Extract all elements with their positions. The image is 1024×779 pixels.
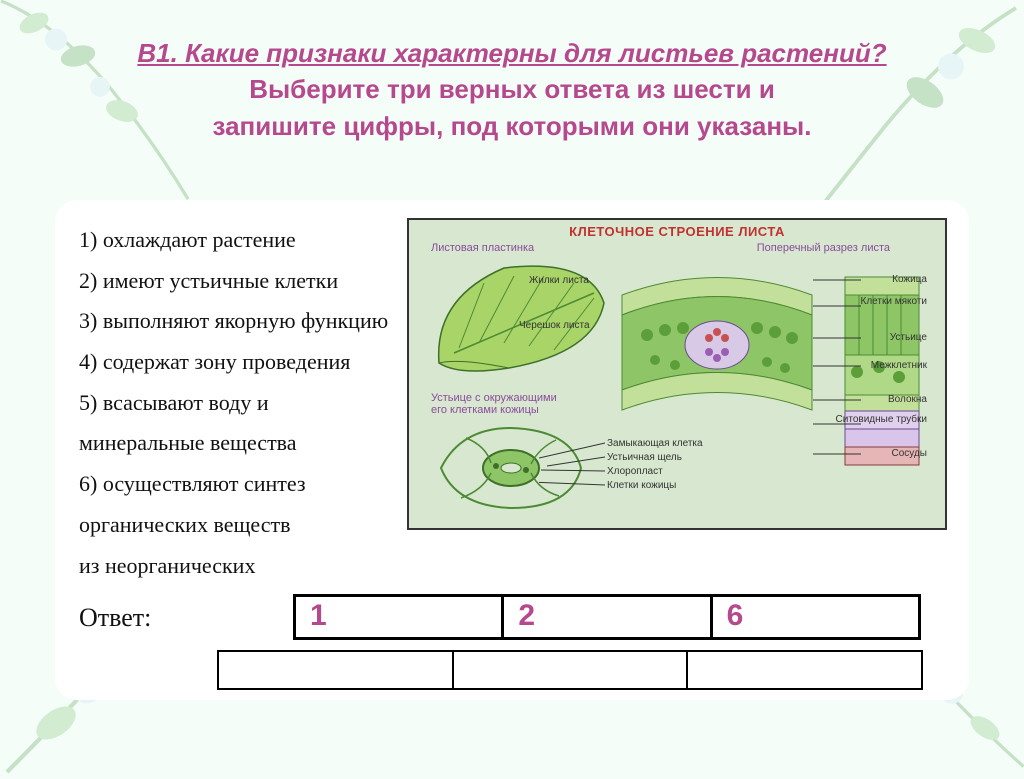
label-chloroplast: Хлоропласт (607, 466, 663, 477)
label-cross-title: Поперечный разрез листа (757, 242, 890, 254)
label-ust-shel: Устьичная щель (607, 452, 682, 463)
answer-cell-2: 2 (504, 597, 712, 637)
label-petiole: Черешок листа (519, 320, 590, 331)
empty-cell-1 (219, 652, 454, 688)
label-kletki-kozh: Клетки кожицы (607, 480, 676, 491)
title-block: В1. Какие признаки характерны для листье… (80, 35, 944, 144)
option-6c: из неорганических (79, 546, 945, 587)
label-veins: Жилки листа (529, 275, 589, 286)
label-leaf-plate: Листовая пластинка (431, 242, 534, 254)
stoma-label-lines (539, 438, 609, 498)
label-volokna: Волокна (888, 394, 927, 405)
leaf-diagram: КЛЕТОЧНОЕ СТРОЕНИЕ ЛИСТА Листовая пласти… (407, 218, 947, 530)
empty-cell-2 (454, 652, 689, 688)
answer-table-empty (217, 650, 923, 690)
label-zamyk: Замыкающая клетка (607, 438, 703, 449)
label-stoma-2: его клетками кожицы (431, 404, 539, 416)
answer-table-filled: 1 2 6 (293, 594, 921, 640)
label-stoma-1: Устьице с окружающими (431, 392, 557, 404)
answer-cell-1: 1 (296, 597, 504, 637)
subtitle-2: запишите цифры, под которыми они указаны… (213, 111, 812, 141)
empty-cell-3 (688, 652, 921, 688)
content-panel: 1) охлаждают растение 2) имеют устьичные… (55, 200, 969, 700)
cross-section-drawing (617, 260, 817, 425)
label-kletki-myakoti: Клетки мякоти (861, 296, 928, 307)
answer-cell-3: 6 (713, 597, 918, 637)
label-kozhitsa: Кожица (892, 274, 927, 285)
subtitle-1: Выберите три верных ответа из шести и (249, 74, 775, 104)
diagram-title: КЛЕТОЧНОЕ СТРОЕНИЕ ЛИСТА (409, 220, 945, 241)
question-title: В1. Какие признаки характерны для листье… (137, 38, 886, 68)
label-ustitse: Устьице (890, 332, 927, 343)
label-sosudy: Сосуды (892, 448, 927, 459)
label-sitovidnye: Ситовидные трубки (836, 414, 927, 425)
label-mezhkletnik: Межклетник (871, 360, 927, 371)
